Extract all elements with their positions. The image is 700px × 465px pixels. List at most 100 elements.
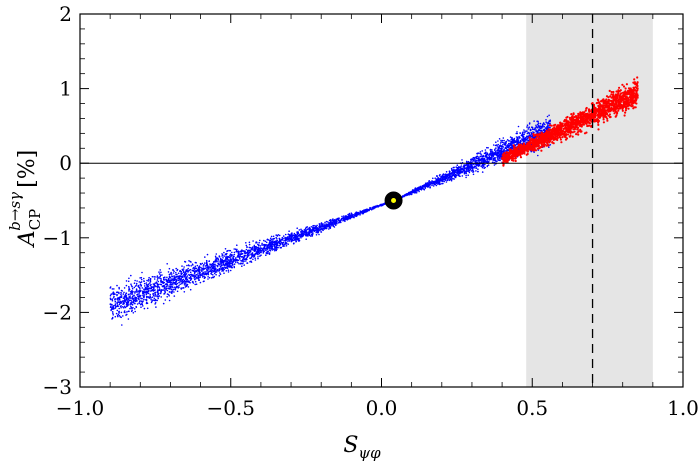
blue-point: [460, 165, 463, 167]
blue-point: [141, 271, 143, 274]
blue-point: [482, 156, 484, 158]
blue-point: [112, 314, 114, 316]
blue-point: [156, 295, 159, 298]
blue-point: [470, 166, 472, 168]
blue-point: [469, 168, 472, 171]
shaded-band: [526, 14, 653, 387]
blue-point: [262, 249, 264, 252]
blue-point: [272, 235, 275, 238]
blue-point: [404, 193, 407, 196]
blue-point: [188, 264, 190, 267]
blue-point: [128, 277, 130, 280]
blue-point: [511, 137, 513, 140]
red-point: [572, 123, 575, 126]
blue-point: [219, 273, 222, 276]
blue-point: [176, 268, 179, 271]
blue-point: [152, 292, 154, 295]
blue-point: [500, 148, 503, 150]
blue-point: [375, 206, 378, 208]
blue-point: [186, 264, 188, 267]
blue-point: [185, 278, 188, 280]
blue-point: [313, 230, 316, 233]
blue-point: [166, 293, 169, 295]
blue-point: [207, 278, 209, 280]
blue-point: [170, 279, 172, 281]
blue-point: [311, 234, 313, 236]
blue-point: [130, 285, 133, 287]
blue-point: [218, 270, 221, 272]
blue-point: [198, 269, 200, 272]
blue-point: [139, 281, 142, 284]
blue-point: [168, 291, 171, 293]
blue-point: [175, 267, 177, 270]
blue-point: [323, 227, 325, 229]
blue-point: [317, 231, 320, 234]
blue-point: [467, 165, 469, 167]
blue-point: [283, 245, 286, 247]
blue-point: [237, 261, 239, 264]
blue-point: [181, 272, 183, 275]
blue-point: [428, 180, 431, 182]
blue-point: [229, 258, 232, 261]
blue-point: [502, 142, 505, 144]
blue-point: [124, 306, 127, 309]
blue-point: [452, 174, 455, 177]
blue-point: [139, 303, 142, 306]
blue-point: [173, 291, 175, 293]
blue-point: [459, 175, 461, 178]
red-point: [573, 130, 576, 133]
blue-point: [301, 233, 304, 235]
blue-point: [158, 286, 161, 289]
blue-point: [416, 190, 418, 192]
blue-point: [233, 263, 236, 266]
blue-point: [214, 266, 216, 268]
blue-point: [146, 279, 148, 282]
blue-point: [293, 237, 295, 239]
blue-point: [172, 288, 175, 291]
blue-point: [152, 289, 155, 292]
blue-point: [226, 267, 229, 270]
blue-point: [197, 276, 199, 279]
blue-point: [130, 305, 132, 308]
blue-point: [194, 278, 196, 281]
blue-point: [205, 273, 208, 276]
blue-point: [294, 235, 297, 237]
blue-point: [346, 216, 348, 219]
blue-point: [233, 255, 235, 258]
blue-point: [118, 286, 120, 289]
blue-point: [205, 259, 208, 262]
blue-point: [163, 289, 166, 291]
blue-point: [257, 257, 259, 260]
blue-point: [214, 269, 216, 271]
blue-point: [268, 245, 270, 247]
blue-point: [118, 292, 120, 295]
blue-point: [162, 285, 165, 287]
blue-point: [120, 305, 122, 307]
blue-point: [171, 286, 174, 288]
blue-point: [516, 138, 518, 141]
blue-point: [526, 126, 528, 128]
blue-point: [432, 177, 434, 180]
blue-point: [219, 260, 222, 262]
blue-point: [461, 175, 464, 177]
blue-point: [229, 269, 232, 272]
blue-point: [481, 150, 484, 152]
blue-point: [270, 235, 273, 238]
blue-point: [227, 262, 229, 265]
blue-point: [305, 233, 308, 235]
blue-point: [178, 281, 180, 284]
blue-point: [281, 239, 284, 241]
blue-point: [456, 167, 459, 169]
blue-point: [535, 125, 538, 128]
blue-point: [342, 217, 344, 220]
blue-point: [203, 267, 205, 270]
blue-point: [139, 300, 141, 302]
blue-point: [356, 212, 358, 214]
blue-point: [475, 160, 478, 162]
blue-point: [472, 170, 475, 173]
blue-point: [109, 306, 112, 309]
blue-point: [118, 299, 120, 301]
blue-point: [271, 249, 274, 251]
blue-point: [123, 291, 125, 294]
red-point: [632, 86, 635, 89]
